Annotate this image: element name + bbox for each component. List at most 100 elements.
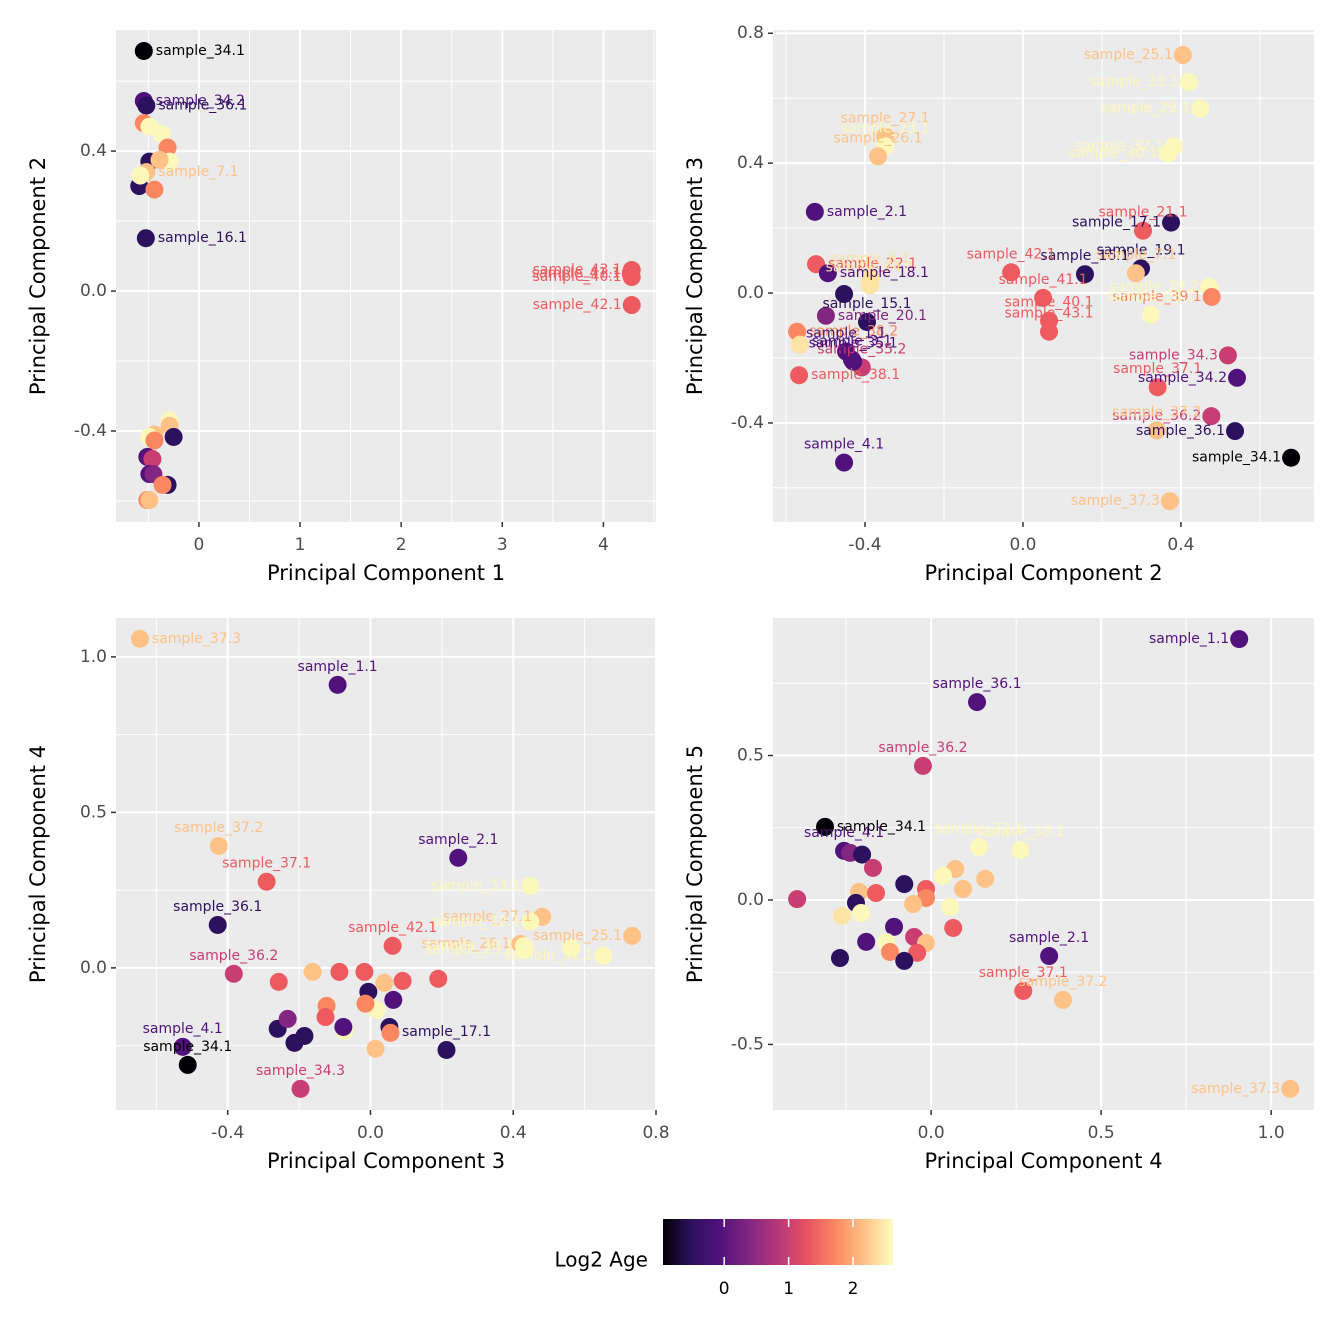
point-label: sample_42.1 [348, 920, 437, 936]
point-label: sample_37.3 [1071, 493, 1160, 509]
point-label: sample_42.1 [967, 246, 1056, 262]
x-tick-label: 1 [295, 535, 306, 555]
data-point [1230, 630, 1249, 649]
data-point [130, 629, 149, 648]
point-label: sample_18.1 [840, 265, 929, 281]
data-point [1126, 264, 1145, 283]
data-point [1160, 492, 1179, 511]
data-point [1034, 288, 1053, 307]
point-label: sample_19.1 [1096, 242, 1185, 258]
data-point [805, 202, 824, 221]
point-label: sample_38.1 [811, 367, 900, 383]
point-label: sample_15.1 [822, 296, 911, 312]
data-point [1281, 1079, 1300, 1098]
data-point [934, 866, 953, 885]
y-axis-title: Principal Component 2 [26, 157, 50, 395]
point-label: sample_37.2 [174, 820, 263, 836]
point-label: sample_34.3 [256, 1063, 345, 1079]
data-point [852, 903, 871, 922]
data-point [1040, 322, 1059, 341]
data-point [954, 879, 973, 898]
data-point [1162, 213, 1181, 232]
y-axis-title: Principal Component 5 [683, 745, 707, 983]
point-label: sample_1.1 [1149, 631, 1229, 647]
data-point [429, 969, 448, 988]
data-point [140, 490, 159, 509]
point-label: sample_37.1 [222, 856, 311, 872]
data-point [944, 918, 963, 937]
point-label: sample_34.1 [1192, 450, 1281, 466]
point-label: sample_41.1 [532, 266, 621, 282]
data-point [178, 1055, 197, 1074]
data-point [816, 817, 835, 836]
data-point [621, 264, 640, 283]
point-label: sample_33.1 [976, 824, 1065, 840]
x-tick-label: 0.8 [642, 1123, 669, 1143]
point-label: sample_33.1 [431, 878, 520, 894]
y-tick-label: -0.5 [731, 1034, 764, 1054]
point-label: sample_16.1 [1040, 248, 1129, 264]
data-point [1134, 221, 1153, 240]
point-label: sample_4.1 [143, 1021, 223, 1037]
point-label: sample_36.1 [1136, 423, 1225, 439]
data-point [334, 1017, 353, 1036]
data-point [153, 475, 172, 494]
point-label: sample_20.1 [838, 308, 927, 324]
data-point [970, 838, 989, 857]
data-point [303, 962, 322, 981]
data-point [1158, 144, 1177, 163]
data-point [134, 41, 153, 60]
x-tick-label: 4 [598, 535, 609, 555]
point-label: sample_32.1 [1075, 138, 1164, 154]
point-label: sample_1.1 [298, 659, 378, 675]
data-point [1002, 263, 1021, 282]
point-label: sample_34.3 [1129, 347, 1218, 363]
x-tick-label: 0.4 [1167, 535, 1194, 555]
point-label: sample_38.2 [809, 324, 898, 340]
point-label: sample_3.1 [812, 334, 892, 350]
y-tick-label: 0.0 [80, 281, 107, 301]
data-point [835, 453, 854, 472]
y-axis-title: Principal Component 4 [26, 745, 50, 983]
x-tick-label: 1.0 [1258, 1123, 1285, 1143]
data-point [328, 675, 347, 694]
x-tick-label: 0.0 [918, 1123, 945, 1143]
x-axis-title: Principal Component 3 [267, 1149, 505, 1173]
point-label: sample_36.1 [173, 899, 262, 915]
point-label: sample_1.1 [806, 326, 886, 342]
data-point [381, 1023, 400, 1042]
data-point [393, 971, 412, 990]
data-point [330, 962, 349, 981]
colorbar [663, 1219, 893, 1265]
data-point [857, 932, 876, 951]
data-point [788, 890, 807, 909]
data-point [1218, 346, 1237, 365]
point-label: sample_41.1 [999, 272, 1088, 288]
data-point [437, 1040, 456, 1059]
data-point [269, 972, 288, 991]
point-label: sample_36.1 [932, 676, 1021, 692]
y-tick-label: 0.0 [80, 958, 107, 978]
point-label: sample_2.1 [418, 832, 498, 848]
data-point [913, 756, 932, 775]
data-point [143, 450, 162, 469]
point-label: sample_35.2 [817, 341, 906, 357]
data-point [869, 147, 888, 166]
point-label: sample_27.1 [841, 111, 930, 127]
point-label: sample_25.1 [533, 928, 622, 944]
point-label: sample_27.1 [443, 909, 532, 925]
data-point [1141, 305, 1160, 324]
data-point [173, 1037, 192, 1056]
point-label: sample_42.1 [533, 297, 622, 313]
point-label: sample_34.1 [143, 1039, 232, 1055]
point-label: sample_17.1 [402, 1024, 491, 1040]
point-label: sample_37.3 [1191, 1081, 1280, 1097]
y-axis-title: Principal Component 3 [683, 157, 707, 395]
data-point [257, 872, 276, 891]
y-tick-label: 0.4 [737, 153, 764, 173]
x-tick-label: 0.5 [1088, 1123, 1115, 1143]
x-axis-title: Principal Component 1 [267, 561, 505, 585]
data-point [209, 836, 228, 855]
data-point [449, 848, 468, 867]
y-tick-label: -0.4 [731, 413, 764, 433]
